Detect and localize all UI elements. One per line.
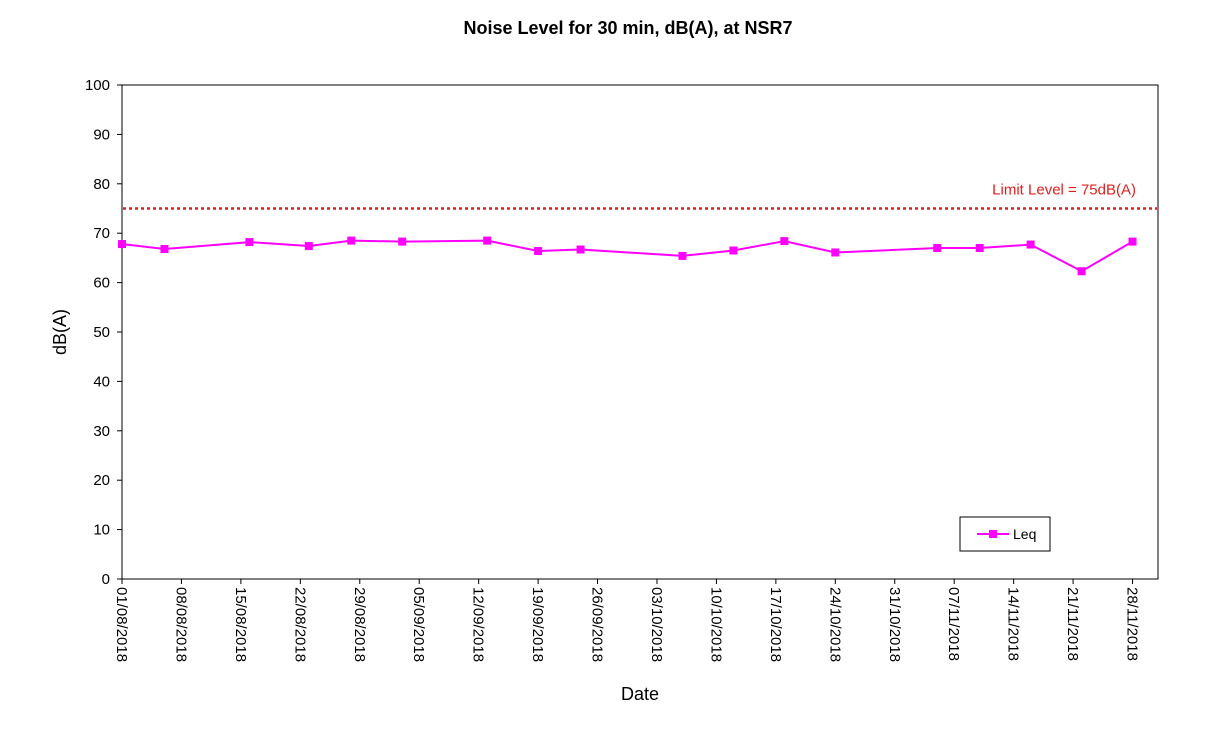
data-point (483, 236, 492, 245)
x-tick-label: 05/09/2018 (410, 587, 427, 662)
y-tick-label: 60 (93, 275, 110, 292)
x-tick-label: 24/10/2018 (826, 587, 843, 662)
y-tick-label: 40 (93, 373, 110, 390)
x-tick-label: 17/10/2018 (767, 587, 784, 662)
x-tick-label: 10/10/2018 (707, 587, 724, 662)
data-point (304, 242, 313, 251)
y-tick-label: 90 (93, 126, 110, 143)
y-tick-label: 100 (85, 77, 110, 94)
x-tick-label: 15/08/2018 (232, 587, 249, 662)
y-tick-label: 30 (93, 423, 110, 440)
data-point (1026, 240, 1035, 249)
data-point (576, 245, 585, 254)
data-point (347, 236, 356, 245)
x-tick-label: 29/08/2018 (351, 587, 368, 662)
reference-lines: Limit Level = 75dB(A) (123, 182, 1157, 210)
data-point (1128, 237, 1137, 246)
y-tick-label: 20 (93, 472, 110, 489)
data-point (780, 237, 789, 246)
data-point (1077, 267, 1086, 276)
legend-label: Leq (1013, 526, 1036, 542)
data-point (245, 238, 254, 247)
data-point (933, 244, 942, 253)
limit-line-label: Limit Level = 75dB(A) (992, 182, 1136, 199)
y-tick-label: 80 (93, 176, 110, 193)
chart-title: Noise Level for 30 min, dB(A), at NSR7 (463, 18, 792, 38)
x-tick-label: 07/11/2018 (945, 587, 962, 661)
y-tick-label: 70 (93, 225, 110, 242)
series-line (121, 239, 1134, 273)
series-layer (118, 236, 1137, 276)
data-point (398, 237, 407, 246)
plot-area (121, 84, 1159, 580)
x-tick-label: 28/11/2018 (1124, 587, 1141, 661)
y-tick-label: 10 (93, 522, 110, 539)
data-point (831, 248, 840, 257)
x-tick-label: 21/11/2018 (1064, 587, 1081, 661)
x-tick-label: 31/10/2018 (886, 587, 903, 662)
y-axis-title: dB(A) (50, 309, 70, 355)
data-point (534, 246, 543, 255)
y-tick-label: 50 (93, 324, 110, 341)
data-point (729, 246, 738, 255)
x-tick-label: 19/09/2018 (529, 587, 546, 662)
x-tick-label: 22/08/2018 (291, 587, 308, 662)
data-point (975, 244, 984, 253)
x-tick-label: 03/10/2018 (648, 587, 665, 662)
y-tick-label: 0 (102, 571, 110, 588)
x-tick-label: 01/08/2018 (113, 587, 130, 662)
x-axis-title: Date (621, 684, 659, 704)
x-axis: 01/08/2018 08/08/2018 15/08/2018 22/08/2018… (113, 579, 1141, 662)
x-tick-label: 14/11/2018 (1005, 587, 1022, 661)
x-tick-label: 12/09/2018 (470, 587, 487, 662)
data-point (160, 245, 169, 254)
legend-marker (989, 530, 997, 538)
data-point (678, 251, 687, 260)
y-axis: 0 10 20 30 40 50 60 70 80 90 100 (85, 77, 122, 588)
x-tick-label: 08/08/2018 (172, 587, 189, 662)
x-tick-label: 26/09/2018 (589, 587, 606, 662)
legend: Leq (959, 516, 1051, 552)
data-point (118, 240, 126, 249)
